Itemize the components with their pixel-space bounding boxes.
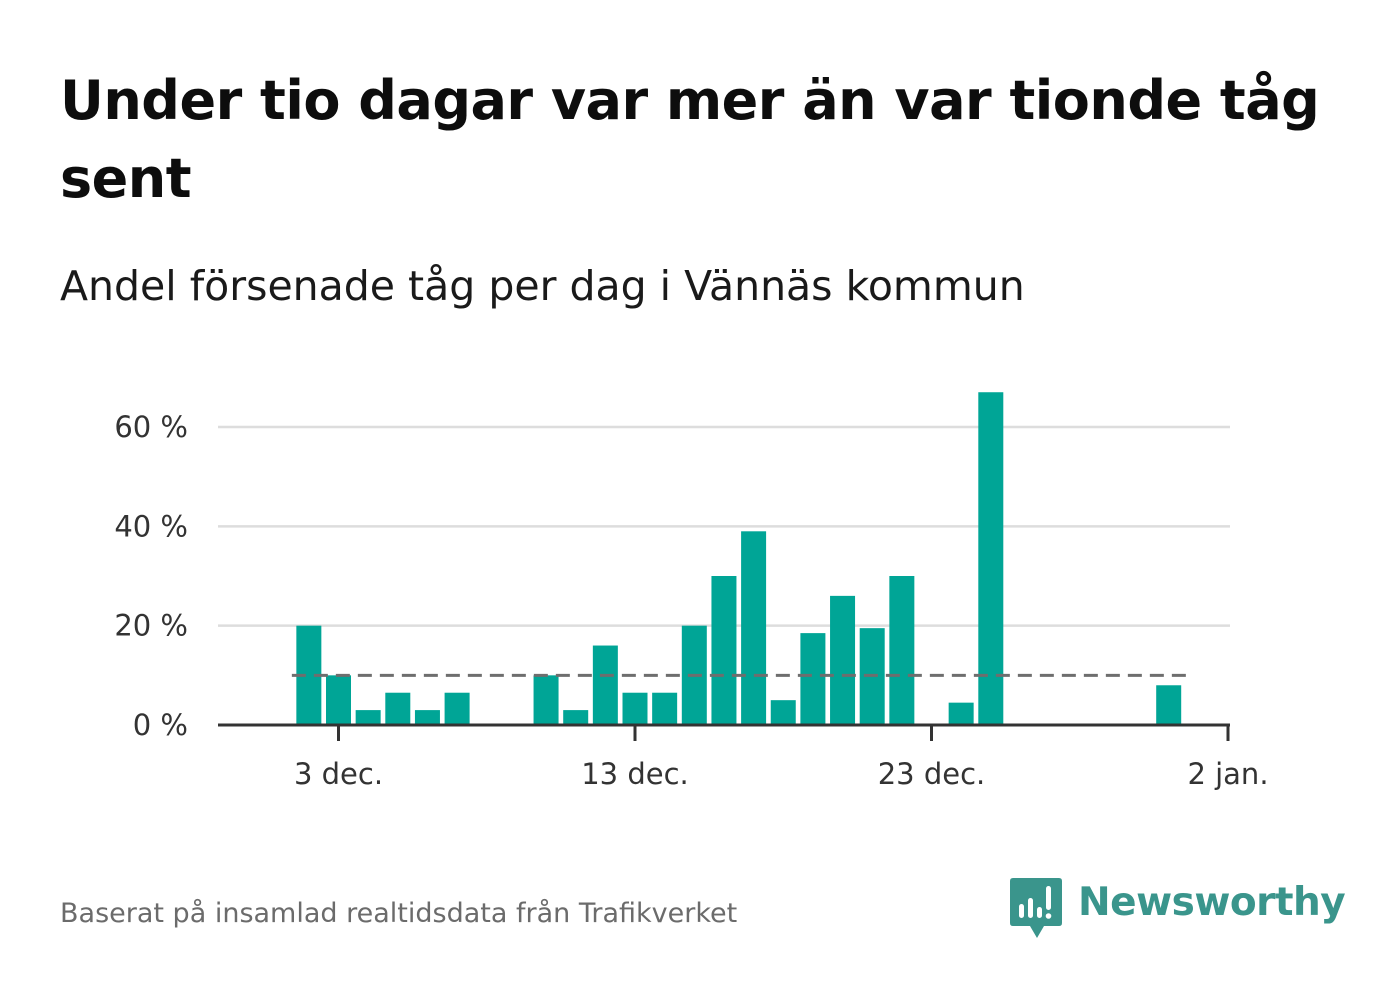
brand-name: Newsworthy <box>1078 880 1346 925</box>
bar <box>711 576 737 725</box>
bar <box>385 692 411 725</box>
bar <box>622 692 648 725</box>
x-tick-label: 2 jan. <box>1187 757 1268 791</box>
y-axis-tick-labels: 0 % 20 % 40 % 60 % <box>114 410 188 742</box>
bar <box>652 692 678 725</box>
bar <box>326 675 351 725</box>
source-note: Baserat på insamlad realtidsdata från Tr… <box>60 898 738 929</box>
chart-title: Under tio dagar var mer än var tionde tå… <box>60 69 1320 210</box>
bar <box>800 633 826 725</box>
x-axis-tick-labels: 3 dec. 13 dec. 23 dec. 2 jan. <box>294 757 1269 791</box>
bar <box>533 675 559 725</box>
x-tick-label: 13 dec. <box>581 757 689 791</box>
x-tick-label: 23 dec. <box>878 757 986 791</box>
y-tick-label: 20 % <box>114 609 188 643</box>
brand-logo: Newsworthy <box>1010 878 1346 940</box>
y-tick-label: 40 % <box>114 509 188 543</box>
bar <box>1156 685 1182 725</box>
bar <box>978 392 1004 725</box>
bar <box>741 531 767 725</box>
y-tick-label: 0 % <box>133 708 188 742</box>
bar <box>563 710 589 725</box>
bar-chart: 0 % 20 % 40 % 60 % 3 dec. 13 dec. 23 dec. 2 ja… <box>114 392 1269 791</box>
newsworthy-logo-icon <box>1010 878 1062 938</box>
x-tick-label: 3 dec. <box>294 757 383 791</box>
bar <box>948 702 974 725</box>
y-tick-label: 60 % <box>114 410 188 444</box>
bar <box>770 700 796 725</box>
bar <box>355 710 381 725</box>
bar <box>592 645 618 725</box>
chart-subtitle: Andel försenade tåg per dag i Vännäs kom… <box>60 262 1025 310</box>
bar <box>414 710 440 725</box>
x-axis <box>218 723 1230 741</box>
bar <box>889 576 915 725</box>
bar <box>444 692 470 725</box>
bar <box>830 595 856 725</box>
